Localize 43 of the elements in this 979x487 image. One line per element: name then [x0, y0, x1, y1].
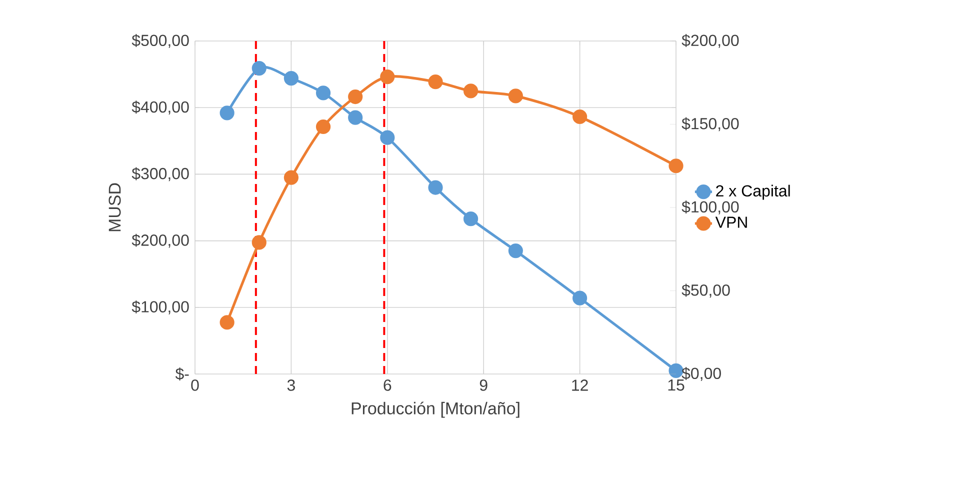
y2-tick-label: $100,00 [682, 200, 739, 214]
y-tick-label: $- [175, 368, 189, 380]
y2-tick-label: $50,00 [682, 284, 730, 298]
legend-label: 2 x Capital [716, 184, 790, 200]
y-tick-label: $500,00 [132, 34, 189, 48]
x-tick-label: 0 [191, 380, 199, 391]
point [316, 119, 331, 134]
point [428, 180, 443, 195]
point [572, 290, 588, 306]
point [220, 315, 234, 330]
y-tick-label: $300,00 [132, 167, 189, 182]
point [508, 88, 523, 104]
point [380, 69, 395, 84]
x-tick-label: 15 [668, 380, 684, 391]
x-tick-label: 3 [287, 380, 295, 391]
point [316, 86, 331, 100]
y-axis-title: MUSD [108, 183, 121, 232]
y-tick-label: $400,00 [132, 100, 189, 115]
point [348, 110, 363, 125]
y-tick-label: $100,00 [132, 300, 189, 314]
point [508, 243, 523, 258]
x-tick-label: 9 [480, 380, 488, 391]
point [428, 74, 443, 90]
point [220, 106, 234, 120]
point [284, 71, 299, 86]
y2-tick-label: $0,00 [682, 367, 721, 381]
point [668, 158, 684, 174]
point [668, 363, 684, 378]
x-tick-label: 6 [384, 380, 392, 391]
point [463, 84, 478, 98]
legend-label: VPN [715, 216, 747, 228]
y-tick-label: $200,00 [132, 234, 189, 248]
point [380, 130, 395, 145]
y2-tick-label: $150,00 [682, 117, 739, 132]
y2-tick-label: $200,00 [682, 34, 739, 48]
point [348, 89, 363, 104]
x-tick-label: 12 [572, 380, 588, 391]
point [572, 109, 588, 124]
x-axis-title: Producción [Mton/año] [352, 402, 520, 418]
point [252, 235, 266, 250]
point [252, 61, 266, 76]
point [284, 170, 299, 185]
point [463, 212, 478, 226]
